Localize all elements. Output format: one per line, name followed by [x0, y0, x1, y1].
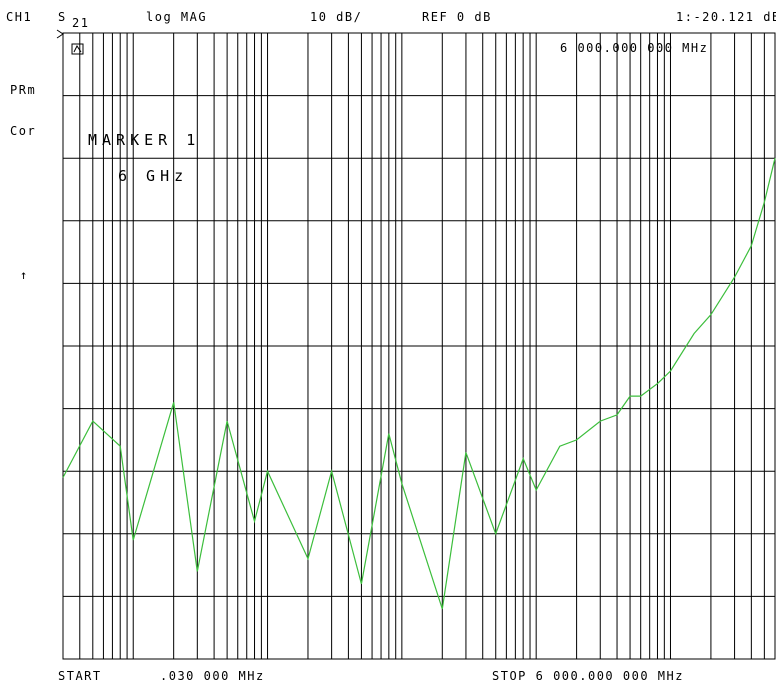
channel-label: CH1: [6, 10, 33, 24]
marker-box: [71, 43, 84, 55]
graticule: [62, 32, 776, 660]
parameter-label: S: [58, 10, 67, 24]
marker-frequency: 6 000.000 000 MHz: [560, 41, 709, 55]
marker-note-title: MARKER 1: [88, 131, 201, 149]
prm-annotation: PRm: [10, 83, 37, 97]
cor-annotation: Cor: [10, 124, 37, 138]
marker-readout: 1:-20.121 dB: [676, 10, 776, 24]
reference-label: REF 0 dB: [422, 10, 492, 24]
marker-note-frequency: 6 GHz: [118, 167, 189, 185]
start-label: START: [58, 669, 102, 683]
scale-label: 10 dB/: [310, 10, 363, 24]
format-label: log MAG: [146, 10, 208, 24]
marker-triangle-icon: [73, 45, 82, 53]
up-arrow-icon: ↑: [20, 268, 29, 282]
parameter-subscript: 21: [72, 16, 90, 30]
start-value: .030 000 MHz: [160, 669, 265, 683]
trace-s21: [62, 158, 776, 610]
reference-marker: [56, 29, 64, 39]
stop-label: STOP 6 000.000 000 MHz: [492, 669, 684, 683]
